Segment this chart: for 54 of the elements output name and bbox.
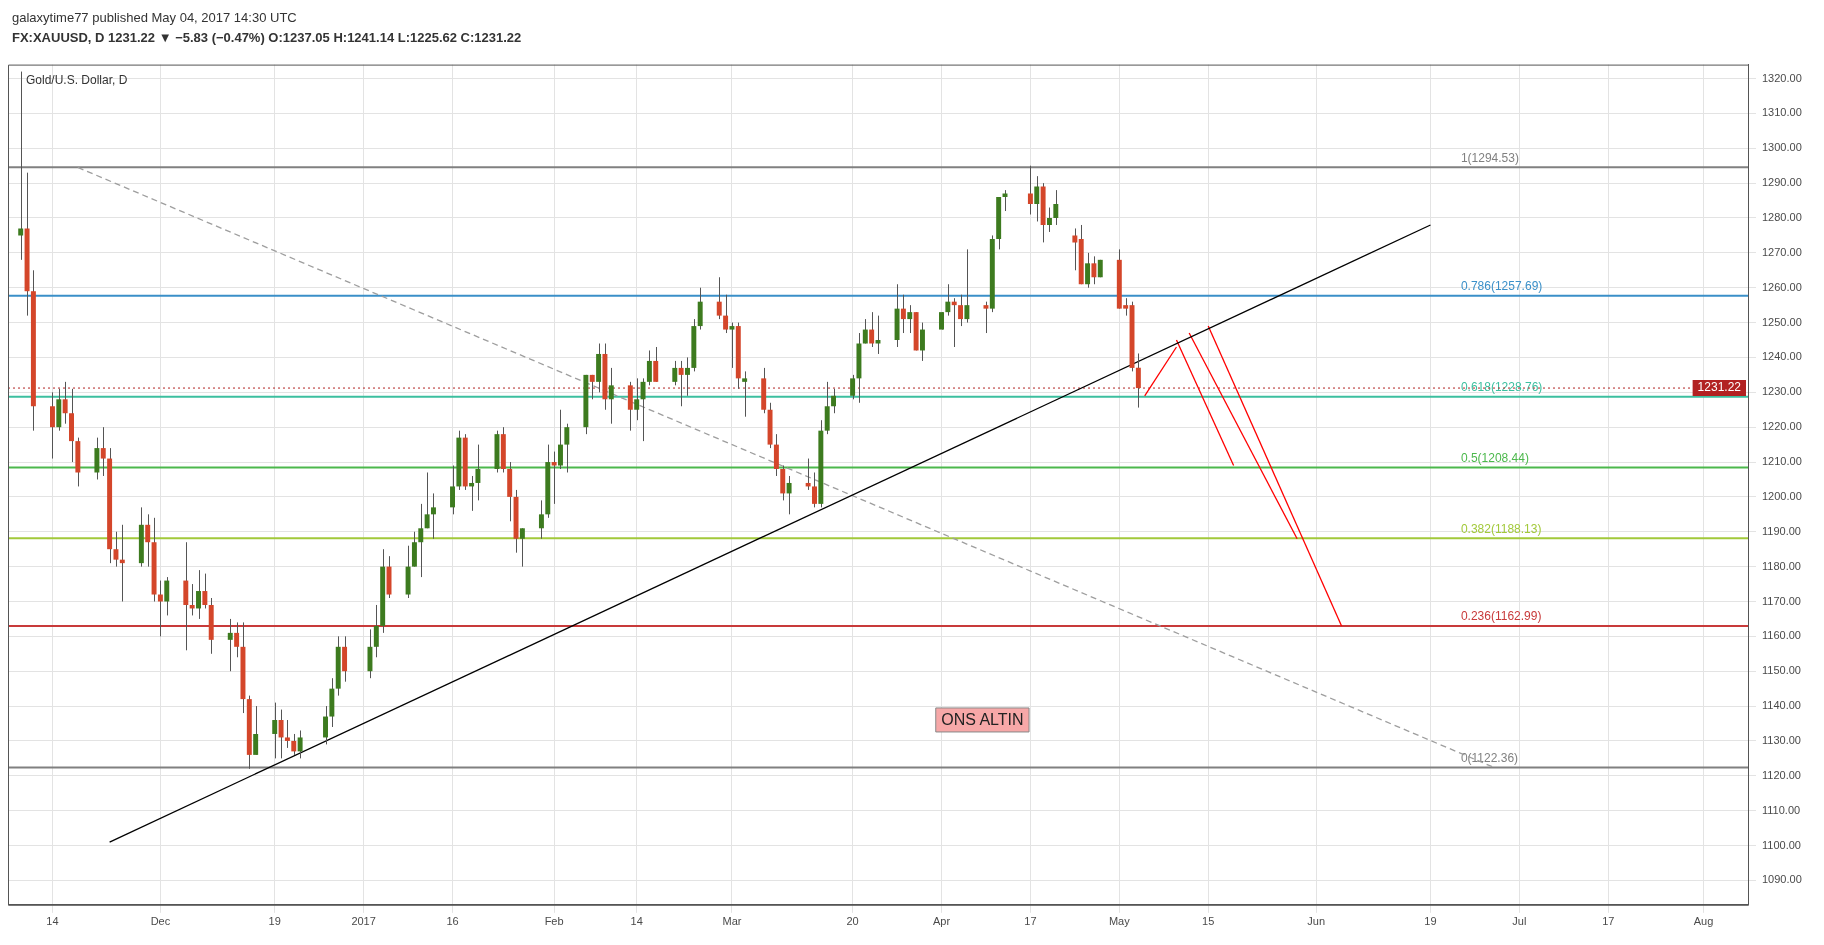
annotation: ONS ALTIN bbox=[941, 711, 1024, 729]
ref-line-label: 0.382(1188.13) bbox=[1460, 521, 1542, 536]
y-tick-label: 1090.00 bbox=[1762, 873, 1802, 886]
y-tick-label: 1120.00 bbox=[1762, 768, 1801, 781]
x-tick-label: 17 bbox=[1024, 915, 1037, 928]
x-tick-label: 15 bbox=[1202, 915, 1215, 928]
ref-line-label: 0(1122.36) bbox=[1460, 750, 1519, 765]
y-tick-label: 1170.00 bbox=[1762, 594, 1801, 607]
y-tick-label: 1320.00 bbox=[1762, 71, 1802, 84]
x-tick-label: 2017 bbox=[351, 915, 376, 928]
x-tick-label: Jun bbox=[1307, 915, 1326, 928]
ref-line-label: 1231.22 bbox=[1697, 380, 1742, 395]
ref-line-label: 0.236(1162.99) bbox=[1460, 609, 1542, 624]
y-tick-label: 1260.00 bbox=[1762, 280, 1802, 293]
x-tick-label: 20 bbox=[846, 915, 859, 928]
y-tick-label: 1300.00 bbox=[1762, 141, 1802, 154]
y-tick-label: 1110.00 bbox=[1762, 803, 1801, 816]
x-tick-label: Apr bbox=[932, 915, 951, 928]
y-tick-label: 1270.00 bbox=[1762, 245, 1802, 258]
ref-line-label: 0.786(1257.69) bbox=[1460, 279, 1543, 294]
x-tick-label: 17 bbox=[1602, 915, 1615, 928]
y-tick-label: 1130.00 bbox=[1762, 733, 1801, 746]
y-tick-label: 1160.00 bbox=[1762, 629, 1801, 642]
y-tick-label: 1310.00 bbox=[1762, 106, 1802, 119]
ref-line-label: 1(1294.53) bbox=[1460, 150, 1519, 165]
y-tick-label: 1240.00 bbox=[1762, 350, 1802, 363]
y-tick-label: 1290.00 bbox=[1762, 176, 1802, 189]
x-tick-label: 19 bbox=[1424, 915, 1437, 928]
y-tick-label: 1210.00 bbox=[1762, 455, 1802, 468]
x-tick-label: 14 bbox=[46, 915, 59, 928]
x-tick-label: Dec bbox=[150, 915, 171, 928]
y-tick-label: 1150.00 bbox=[1762, 664, 1801, 677]
y-tick-label: 1250.00 bbox=[1762, 315, 1802, 328]
y-tick-label: 1190.00 bbox=[1762, 524, 1801, 537]
text: galaxytime77 published May 04, 2017 14:30 UTC bbox=[12, 9, 298, 27]
x-tick-label: May bbox=[1108, 915, 1131, 928]
x-tick-label: Jul bbox=[1512, 915, 1527, 928]
x-tick-label: Mar bbox=[722, 915, 742, 928]
y-tick-label: 1180.00 bbox=[1762, 559, 1801, 572]
y-tick-label: 1220.00 bbox=[1762, 420, 1802, 433]
chart-subtitle: FX:XAUUSD, D 1231.22 ▼ −5.83 (−0.47%) O:1237.05 H:1241.14 L:1225.62 C:1231.22 bbox=[12, 29, 523, 47]
y-tick-label: 1230.00 bbox=[1762, 385, 1802, 398]
x-tick-label: 16 bbox=[446, 915, 459, 928]
ref-line-label: 0.618(1228.76) bbox=[1460, 379, 1543, 394]
x-tick-label: Aug bbox=[1693, 915, 1714, 928]
y-tick-label: 1100.00 bbox=[1762, 838, 1801, 851]
y-tick-label: 1280.00 bbox=[1762, 211, 1802, 224]
x-tick-label: 14 bbox=[630, 915, 643, 928]
ref-line-label: 0.5(1208.44) bbox=[1460, 450, 1529, 465]
y-tick-label: 1140.00 bbox=[1762, 699, 1801, 712]
text: Gold/U.S. Dollar, D bbox=[26, 72, 128, 87]
x-tick-label: Feb bbox=[544, 915, 564, 928]
y-tick-label: 1200.00 bbox=[1762, 489, 1802, 502]
x-tick-label: 19 bbox=[268, 915, 281, 928]
